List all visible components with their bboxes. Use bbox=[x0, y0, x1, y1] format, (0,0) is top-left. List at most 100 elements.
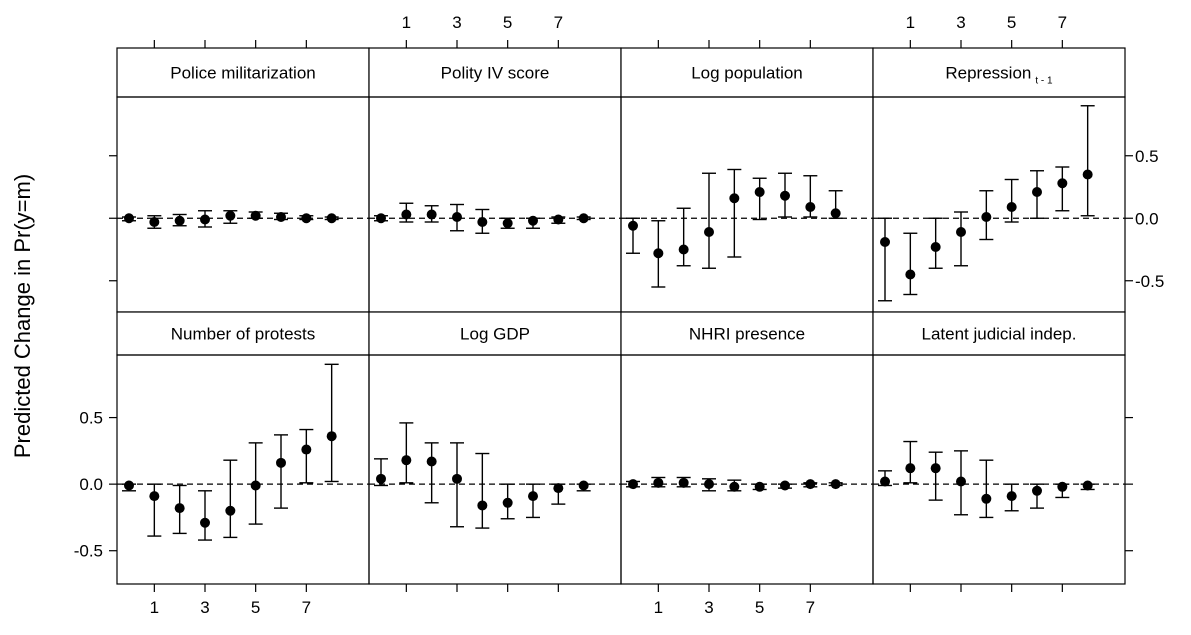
estimate-point bbox=[553, 214, 564, 225]
x-tick-label: 5 bbox=[251, 598, 260, 617]
y-tick-label: 0.0 bbox=[79, 475, 103, 494]
estimate-point bbox=[200, 214, 210, 225]
y-axis-title: Predicted Change in Pr(y=m) bbox=[10, 174, 35, 458]
estimate-point bbox=[326, 431, 337, 442]
error-bar bbox=[223, 459, 238, 539]
estimate-point bbox=[805, 479, 816, 490]
estimate-point bbox=[426, 209, 437, 220]
estimate-point bbox=[1082, 480, 1093, 491]
y-tick-label: 0.5 bbox=[1135, 147, 1159, 166]
panel: Log GDP bbox=[368, 311, 622, 592]
estimate-point bbox=[930, 463, 941, 474]
error-bar bbox=[1055, 166, 1070, 212]
panel-strip bbox=[116, 47, 370, 98]
estimate-point bbox=[528, 215, 538, 226]
panels-group: Police militarization Polity IV score 1 3 5 7… bbox=[74, 13, 1165, 617]
estimate-point bbox=[905, 269, 916, 280]
estimate-point bbox=[174, 215, 185, 226]
error-bar bbox=[903, 232, 918, 296]
estimate-point bbox=[981, 493, 992, 504]
estimate-point bbox=[502, 497, 513, 508]
error-bar bbox=[928, 451, 943, 501]
error-bar bbox=[475, 452, 490, 529]
error-bar bbox=[954, 211, 968, 267]
panel: Police militarization bbox=[109, 40, 370, 313]
error-bar bbox=[702, 172, 716, 269]
panel-title: Log population bbox=[691, 64, 803, 83]
estimate-point bbox=[754, 481, 765, 492]
x-tick-label: 1 bbox=[654, 598, 663, 617]
estimate-point bbox=[1057, 481, 1068, 492]
panel: NHRI presence 1 3 5 7 bbox=[620, 311, 874, 617]
x-tick-label: 7 bbox=[1058, 13, 1067, 32]
panel-strip bbox=[368, 311, 622, 356]
panel-strip bbox=[872, 311, 1126, 356]
estimate-point bbox=[805, 202, 816, 212]
panel-title: Repression t - 1 bbox=[945, 64, 1053, 87]
estimate-point bbox=[1032, 485, 1042, 496]
estimate-point bbox=[678, 477, 689, 488]
panel-frame bbox=[116, 96, 370, 313]
x-tick-label: 7 bbox=[806, 598, 815, 617]
error-bar bbox=[752, 177, 767, 221]
estimate-point bbox=[905, 463, 916, 474]
x-tick-label: 3 bbox=[956, 13, 965, 32]
estimate-point bbox=[250, 480, 261, 491]
error-bar bbox=[676, 207, 691, 267]
panel-strip bbox=[620, 311, 874, 356]
estimate-point bbox=[1006, 491, 1017, 502]
x-tick-label: 3 bbox=[200, 598, 209, 617]
error-bar bbox=[324, 363, 339, 483]
estimate-point bbox=[880, 237, 890, 247]
estimate-point bbox=[1057, 178, 1068, 189]
estimate-point bbox=[780, 190, 790, 201]
x-tick-label: 5 bbox=[503, 13, 512, 32]
estimate-point bbox=[426, 456, 437, 467]
estimate-point bbox=[754, 187, 765, 197]
panel-title: Latent judicial indep. bbox=[921, 325, 1076, 344]
panel: Polity IV score 1 3 5 7 bbox=[368, 13, 622, 313]
y-tick-label: 0.0 bbox=[1135, 209, 1159, 228]
estimate-point bbox=[452, 212, 462, 222]
estimate-point bbox=[653, 248, 664, 259]
panel: Log population bbox=[620, 40, 874, 313]
error-bar bbox=[1004, 178, 1019, 223]
error-bar bbox=[878, 217, 892, 302]
x-tick-label: 7 bbox=[302, 598, 311, 617]
panel-strip bbox=[620, 47, 874, 98]
estimate-point bbox=[578, 213, 589, 224]
estimate-point bbox=[780, 480, 790, 491]
estimate-point bbox=[830, 208, 841, 219]
estimate-point bbox=[628, 220, 638, 231]
estimate-point bbox=[981, 212, 992, 222]
estimate-point bbox=[528, 491, 538, 502]
estimate-point bbox=[124, 213, 134, 224]
panel-title-subscript: t - 1 bbox=[1035, 76, 1053, 87]
estimate-point bbox=[225, 210, 236, 221]
x-tick-label: 5 bbox=[755, 598, 764, 617]
estimate-point bbox=[653, 477, 664, 488]
estimate-point bbox=[553, 483, 564, 494]
estimate-point bbox=[401, 209, 412, 220]
estimate-point bbox=[301, 444, 312, 455]
error-bar bbox=[274, 434, 288, 509]
panel-frame bbox=[620, 354, 874, 585]
panel: Repression t - 1 1 3 5 7 -0.5 0.0 0.5 bbox=[872, 13, 1164, 313]
x-tick-label: 3 bbox=[704, 598, 713, 617]
estimate-point bbox=[477, 217, 488, 227]
estimate-point bbox=[326, 213, 337, 224]
estimate-point bbox=[930, 242, 941, 252]
x-tick-label: 1 bbox=[906, 13, 915, 32]
panel-title: Police militarization bbox=[170, 64, 316, 83]
error-bar bbox=[424, 442, 439, 504]
estimate-point bbox=[401, 455, 412, 466]
estimate-point bbox=[578, 480, 589, 491]
estimate-point bbox=[956, 476, 966, 487]
estimate-point bbox=[174, 503, 185, 514]
estimate-point bbox=[1006, 202, 1017, 212]
estimate-point bbox=[880, 476, 890, 487]
error-bar bbox=[299, 428, 314, 484]
estimate-point bbox=[276, 457, 286, 468]
x-tick-label: 3 bbox=[452, 13, 461, 32]
